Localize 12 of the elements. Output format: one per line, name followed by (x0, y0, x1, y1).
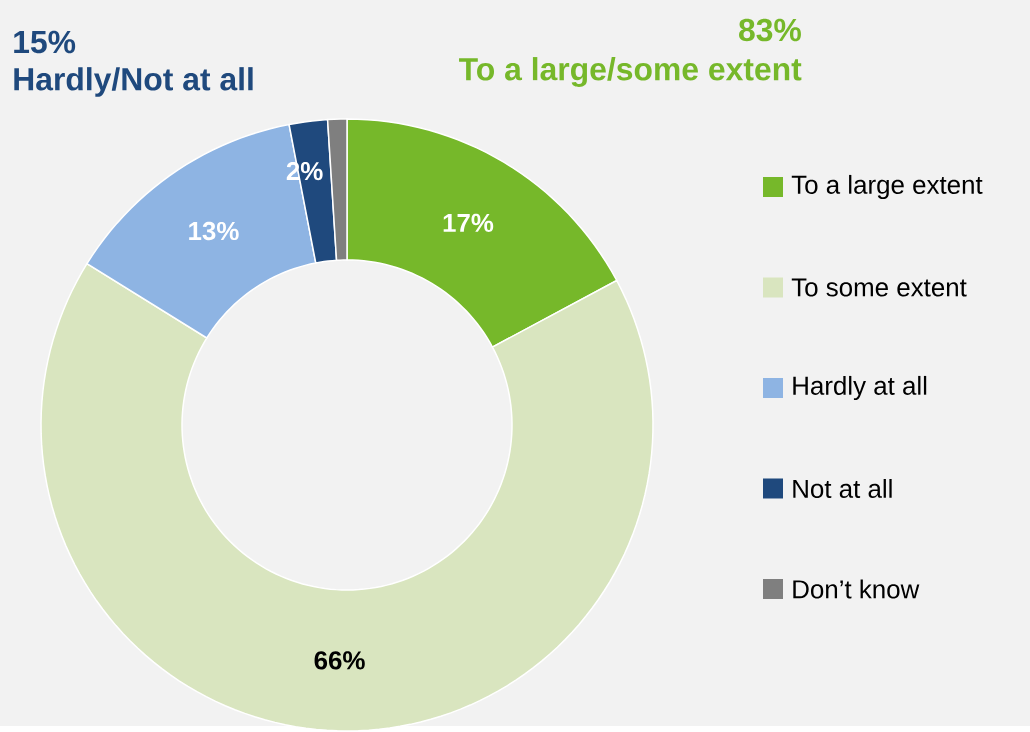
text: 15% (14, 30, 76, 54)
legend-label: Don’t know (793, 579, 920, 599)
text: Hardly/Not at all (14, 67, 253, 97)
legend-label: To a large extent (791, 175, 983, 200)
text: 83% (739, 18, 801, 42)
legend-label: Not at all (793, 479, 892, 499)
data-label: 66% (314, 651, 365, 670)
data-label: 13% (189, 221, 239, 241)
text: To a large/some extent (459, 57, 802, 88)
legend-label: Hardly at all (793, 376, 927, 401)
legend-label: To some extent (791, 278, 967, 297)
data-label: 17% (443, 213, 494, 233)
